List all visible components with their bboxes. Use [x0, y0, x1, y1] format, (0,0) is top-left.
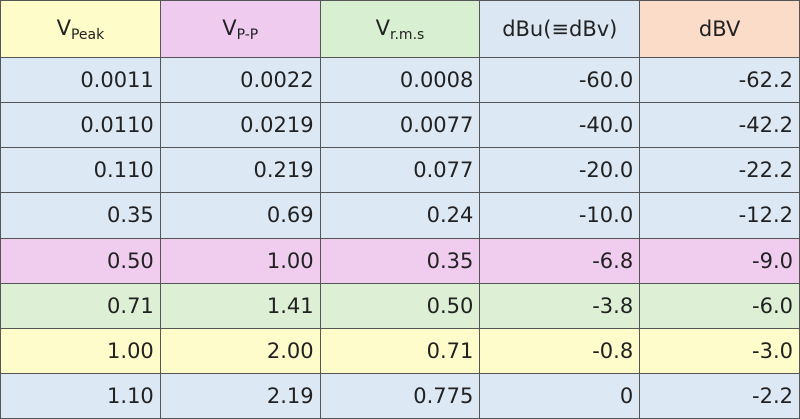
table-cell: 0.71: [319, 327, 481, 374]
table-cell: -40.0: [479, 102, 641, 149]
header-cell: VPeak: [0, 0, 161, 58]
table-cell: 0.219: [159, 147, 321, 194]
table-cell: -62.2: [639, 56, 800, 104]
table-row: 1.00 2.00 0.71 -0.8 -3.0: [0, 327, 800, 374]
header-subscript: Peak: [70, 26, 105, 43]
table-row: 0.50 1.00 0.35 -6.8 -9.0: [0, 237, 800, 284]
table-cell: -20.0: [479, 147, 641, 194]
header-cell: Vr.m.s: [319, 0, 481, 58]
table-cell: 0.35: [319, 237, 481, 284]
table-cell: -6.0: [639, 282, 800, 329]
table-cell: -60.0: [479, 56, 641, 104]
table-cell: 0.50: [319, 282, 481, 329]
table-cell: 1.00: [159, 237, 321, 284]
table-row: 0.110 0.219 0.077 -20.0 -22.2: [0, 147, 800, 194]
table-cell: -9.0: [639, 237, 800, 284]
table-row: 0.0011 0.0022 0.0008 -60.0 -62.2: [0, 56, 800, 104]
table-row: 1.10 2.19 0.775 0 -2.2: [0, 372, 800, 419]
header-subscript: P-P: [236, 26, 259, 43]
table-cell: 0.35: [0, 192, 161, 239]
header-cell: VP-P: [159, 0, 321, 58]
table-cell: 0.0008: [319, 56, 481, 104]
header-text: dBV: [698, 17, 741, 41]
table-cell: -42.2: [639, 102, 800, 149]
table-cell: 0.71: [0, 282, 161, 329]
table-cell: 0.077: [319, 147, 481, 194]
table-row: 0.35 0.69 0.24 -10.0 -12.2: [0, 192, 800, 239]
header-text: V: [222, 15, 237, 40]
table-row: 0.0110 0.0219 0.0077 -40.0 -42.2: [0, 102, 800, 149]
table-cell: -10.0: [479, 192, 641, 239]
header-cell: dBV: [639, 0, 800, 58]
table-cell: 0.0077: [319, 102, 481, 149]
header-text: V: [375, 15, 391, 40]
table-cell: 0.775: [319, 372, 481, 419]
table-cell: 0.0011: [0, 56, 161, 104]
header-row: VPeak VP-P Vr.m.s dBu(≡dBv) dBV: [0, 0, 800, 58]
table-cell: 2.19: [159, 372, 321, 419]
table-cell: 0: [479, 372, 641, 419]
header-text: dBu(≡dBv): [502, 17, 618, 41]
table-cell: 0.69: [159, 192, 321, 239]
table-cell: 0.110: [0, 147, 161, 194]
table-cell: -22.2: [639, 147, 800, 194]
table-cell: -0.8: [479, 327, 641, 374]
table-cell: 0.24: [319, 192, 481, 239]
table-cell: -3.8: [479, 282, 641, 329]
table-cell: 0.0022: [159, 56, 321, 104]
table-cell: 1.00: [0, 327, 161, 374]
table-cell: -6.8: [479, 237, 641, 284]
table-cell: 0.0219: [159, 102, 321, 149]
table-cell: 1.41: [159, 282, 321, 329]
table-cell: -12.2: [639, 192, 800, 239]
header-subscript: r.m.s: [390, 26, 425, 43]
header-text: V: [56, 15, 71, 40]
table-cell: -3.0: [639, 327, 800, 374]
table-row: 0.71 1.41 0.50 -3.8 -6.0: [0, 282, 800, 329]
table-cell: 2.00: [159, 327, 321, 374]
table-cell: 0.50: [0, 237, 161, 284]
table-cell: -2.2: [639, 372, 800, 419]
table-body: 0.0011 0.0022 0.0008 -60.0 -62.2 0.0110 0.0219…: [0, 56, 800, 419]
header-cell: dBu(≡dBv): [479, 0, 641, 58]
table-cell: 1.10: [0, 372, 161, 419]
table-cell: 0.0110: [0, 102, 161, 149]
